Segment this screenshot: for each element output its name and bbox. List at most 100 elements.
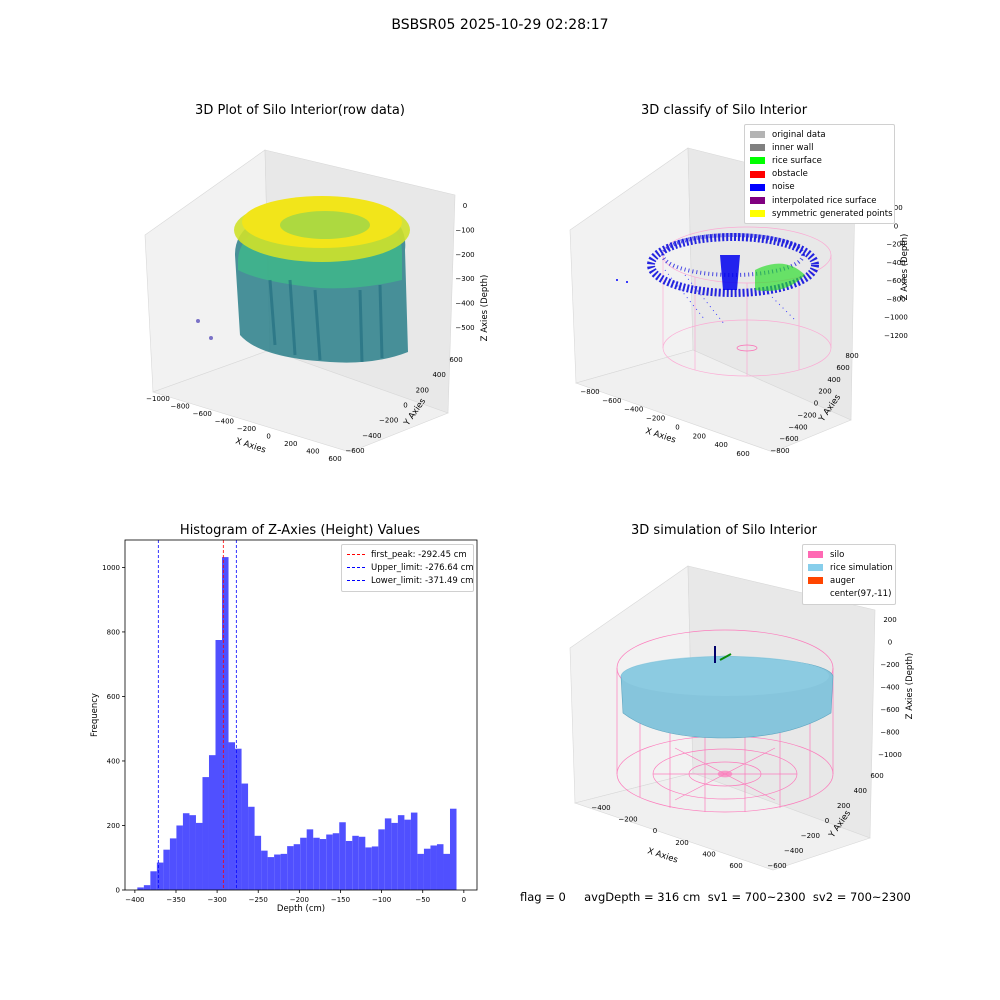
- histogram-bar: [150, 871, 157, 890]
- y-tick-label: −800: [770, 447, 789, 455]
- sim-auger: [714, 646, 732, 663]
- z-tick-label: −400: [886, 259, 905, 267]
- y-tick-label: 800: [107, 628, 120, 636]
- histogram-bar: [261, 850, 268, 890]
- y-tick-label: 400: [107, 757, 120, 765]
- histogram-bar: [313, 837, 320, 890]
- z-tick-label: −400: [880, 684, 899, 692]
- legend-entry: silo: [808, 548, 890, 561]
- histogram-bar: [423, 848, 431, 890]
- legend-label: symmetric generated points: [772, 208, 893, 219]
- x-tick-label: −300: [207, 896, 226, 904]
- histogram-bar: [195, 822, 203, 890]
- raw-x-label: X Axies: [234, 436, 267, 455]
- legend-entry: original data: [750, 128, 889, 141]
- classify-plot-title: 3D classify of Silo Interior: [640, 103, 808, 118]
- legend-entry: center(97,-11): [808, 588, 892, 601]
- legend-label: Lower_limit: -371.49 cm: [371, 575, 474, 586]
- histogram-bar: [267, 857, 275, 890]
- classify-legend: original data inner wall rice surface obsta…: [744, 124, 895, 225]
- legend-label: original data: [772, 129, 826, 140]
- x-tick-label: 400: [306, 448, 319, 456]
- x-tick-label: −600: [602, 397, 621, 405]
- y-tick-label: −400: [362, 432, 381, 440]
- legend-swatch: [750, 170, 765, 178]
- x-tick-label: −50: [415, 896, 430, 904]
- histogram-bar: [378, 829, 385, 890]
- histogram-bar: [443, 853, 450, 890]
- legend-swatch: [750, 157, 765, 165]
- histogram-bar: [287, 846, 294, 890]
- y-tick-label: 200: [837, 802, 850, 810]
- raw-tick-labels: −1000−800−600−400−2000200400600−600−400−…: [146, 202, 474, 463]
- classify-x-label: X Axies: [644, 426, 677, 445]
- histogram-bar: [449, 808, 457, 890]
- x-tick-label: −200: [618, 816, 637, 824]
- y-tick-label: 600: [449, 356, 462, 364]
- x-tick-label: −200: [290, 896, 309, 904]
- legend-label: noise: [772, 182, 795, 193]
- y-tick-label: 400: [854, 787, 867, 795]
- histogram-bar: [371, 846, 379, 890]
- z-tick-label: −800: [880, 729, 899, 737]
- histogram-bar: [417, 853, 424, 890]
- z-tick-label: −800: [886, 295, 905, 303]
- z-tick-label: −1000: [884, 314, 908, 322]
- histogram-reference-lines: [157, 540, 237, 890]
- z-tick-label: −600: [886, 277, 905, 285]
- x-tick-label: −150: [331, 896, 350, 904]
- legend-label: auger: [830, 575, 855, 586]
- raw-plot-title: 3D Plot of Silo Interior(row data): [195, 103, 405, 118]
- histogram-bar: [306, 829, 314, 890]
- histogram-bar: [248, 806, 255, 890]
- x-tick-label: 200: [284, 440, 297, 448]
- histogram-bar: [215, 640, 223, 890]
- histogram-bar: [137, 887, 144, 890]
- histogram-bar: [208, 755, 216, 890]
- legend-swatch: [347, 567, 365, 569]
- z-tick-label: −300: [455, 275, 474, 283]
- z-tick-label: −200: [455, 251, 474, 259]
- y-tick-label: −400: [788, 423, 807, 431]
- histogram-bar: [300, 837, 307, 890]
- histogram-bar: [163, 849, 170, 890]
- histogram-bar: [169, 838, 177, 890]
- legend-swatch: [750, 197, 765, 205]
- histogram-bar: [235, 748, 242, 890]
- x-tick-label: −800: [580, 388, 599, 396]
- y-tick-label: 600: [107, 693, 120, 701]
- histogram-bar: [176, 825, 183, 890]
- legend-entry: rice surface: [750, 154, 889, 167]
- y-tick-label: 0: [814, 400, 818, 408]
- legend-entry: inner wall: [750, 141, 889, 154]
- legend-swatch: [808, 564, 823, 572]
- x-tick-label: −400: [215, 418, 234, 426]
- sim-z-label: Z Axies (Depth): [905, 653, 915, 720]
- histogram-bar: [404, 819, 411, 890]
- legend-entry: Lower_limit: -371.49 cm: [347, 574, 473, 587]
- y-tick-label: 400: [432, 371, 445, 379]
- classify-z-label: Z Axies (Depth): [900, 234, 910, 301]
- y-tick-label: 200: [818, 388, 831, 396]
- x-tick-label: 200: [675, 839, 688, 847]
- legend-label: center(97,-11): [830, 589, 892, 600]
- legend-entry: symmetric generated points: [750, 207, 893, 220]
- histogram-bar: [358, 836, 366, 890]
- x-tick-label: −400: [624, 406, 643, 414]
- x-tick-label: 200: [693, 432, 706, 440]
- histogram-y-ticks: 0 200 400 600 800 1000: [102, 564, 125, 895]
- y-tick-label: 1000: [102, 564, 120, 572]
- y-tick-label: 0: [116, 887, 120, 895]
- histogram-bar: [274, 854, 281, 890]
- histogram-bar: [352, 835, 359, 890]
- x-tick-label: −800: [171, 403, 190, 411]
- histogram-bar: [143, 885, 151, 890]
- histogram-bar: [436, 844, 444, 890]
- legend-swatch: [750, 210, 765, 218]
- legend-label: interpolated rice surface: [772, 195, 877, 206]
- y-tick-label: −600: [779, 435, 798, 443]
- legend-label: inner wall: [772, 142, 814, 153]
- x-tick-label: 0: [653, 827, 657, 835]
- legend-label: rice simulation: [830, 562, 893, 573]
